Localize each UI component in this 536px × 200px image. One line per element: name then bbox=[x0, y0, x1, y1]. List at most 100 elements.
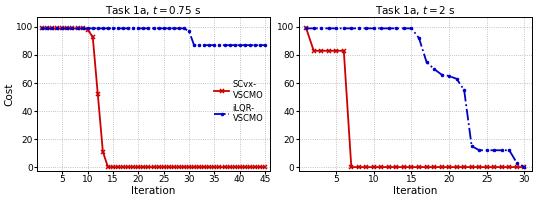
iLQR-
VSCMO bbox=[170, 27, 177, 30]
iLQR-
VSCMO bbox=[140, 27, 147, 30]
iLQR-
VSCMO bbox=[236, 44, 243, 46]
iLQR-
VSCMO bbox=[94, 27, 101, 30]
iLQR-
VSCMO bbox=[252, 44, 258, 46]
iLQR-
VSCMO bbox=[431, 68, 437, 70]
SCvx-
VSCMO bbox=[130, 166, 137, 168]
SCvx-
VSCMO bbox=[216, 166, 222, 168]
iLQR-
VSCMO bbox=[216, 44, 222, 46]
SCvx-
VSCMO bbox=[325, 50, 332, 52]
SCvx-
VSCMO bbox=[145, 166, 152, 168]
SCvx-
VSCMO bbox=[438, 166, 445, 168]
iLQR-
VSCMO bbox=[130, 27, 137, 30]
iLQR-
VSCMO bbox=[150, 27, 157, 30]
iLQR-
VSCMO bbox=[160, 27, 167, 30]
SCvx-
VSCMO bbox=[236, 166, 243, 168]
SCvx-
VSCMO bbox=[69, 27, 76, 30]
X-axis label: Iteration: Iteration bbox=[393, 186, 437, 196]
SCvx-
VSCMO bbox=[513, 166, 520, 168]
iLQR-
VSCMO bbox=[64, 27, 71, 30]
iLQR-
VSCMO bbox=[44, 27, 50, 30]
iLQR-
VSCMO bbox=[49, 27, 55, 30]
iLQR-
VSCMO bbox=[438, 73, 445, 76]
SCvx-
VSCMO bbox=[191, 166, 197, 168]
iLQR-
VSCMO bbox=[408, 27, 415, 30]
SCvx-
VSCMO bbox=[160, 166, 167, 168]
iLQR-
VSCMO bbox=[135, 27, 142, 30]
iLQR-
VSCMO bbox=[446, 75, 452, 77]
SCvx-
VSCMO bbox=[75, 27, 81, 30]
iLQR-
VSCMO bbox=[59, 27, 65, 30]
SCvx-
VSCMO bbox=[340, 50, 347, 52]
Line: SCvx-
VSCMO: SCvx- VSCMO bbox=[40, 26, 267, 170]
SCvx-
VSCMO bbox=[393, 166, 400, 168]
SCvx-
VSCMO bbox=[247, 166, 253, 168]
iLQR-
VSCMO bbox=[363, 27, 370, 30]
SCvx-
VSCMO bbox=[221, 166, 228, 168]
iLQR-
VSCMO bbox=[318, 27, 324, 30]
iLQR-
VSCMO bbox=[340, 27, 347, 30]
SCvx-
VSCMO bbox=[310, 50, 317, 52]
Line: iLQR-
VSCMO: iLQR- VSCMO bbox=[40, 26, 267, 48]
SCvx-
VSCMO bbox=[363, 166, 370, 168]
iLQR-
VSCMO bbox=[125, 27, 131, 30]
SCvx-
VSCMO bbox=[318, 50, 324, 52]
SCvx-
VSCMO bbox=[252, 166, 258, 168]
SCvx-
VSCMO bbox=[431, 166, 437, 168]
SCvx-
VSCMO bbox=[170, 166, 177, 168]
SCvx-
VSCMO bbox=[416, 166, 422, 168]
SCvx-
VSCMO bbox=[401, 166, 407, 168]
iLQR-
VSCMO bbox=[166, 27, 172, 30]
iLQR-
VSCMO bbox=[105, 27, 111, 30]
SCvx-
VSCMO bbox=[423, 166, 430, 168]
SCvx-
VSCMO bbox=[378, 166, 385, 168]
iLQR-
VSCMO bbox=[416, 37, 422, 39]
SCvx-
VSCMO bbox=[115, 166, 121, 168]
SCvx-
VSCMO bbox=[476, 166, 482, 168]
iLQR-
VSCMO bbox=[423, 61, 430, 63]
SCvx-
VSCMO bbox=[355, 166, 362, 168]
SCvx-
VSCMO bbox=[59, 27, 65, 30]
iLQR-
VSCMO bbox=[371, 27, 377, 30]
Y-axis label: Cost: Cost bbox=[4, 83, 14, 106]
SCvx-
VSCMO bbox=[408, 166, 415, 168]
iLQR-
VSCMO bbox=[201, 44, 207, 46]
SCvx-
VSCMO bbox=[333, 50, 339, 52]
iLQR-
VSCMO bbox=[453, 78, 460, 80]
iLQR-
VSCMO bbox=[39, 27, 45, 30]
iLQR-
VSCMO bbox=[181, 27, 187, 30]
iLQR-
VSCMO bbox=[90, 27, 96, 30]
SCvx-
VSCMO bbox=[155, 166, 162, 168]
SCvx-
VSCMO bbox=[226, 166, 233, 168]
SCvx-
VSCMO bbox=[54, 27, 61, 30]
SCvx-
VSCMO bbox=[491, 166, 497, 168]
iLQR-
VSCMO bbox=[498, 149, 505, 151]
iLQR-
VSCMO bbox=[206, 44, 212, 46]
iLQR-
VSCMO bbox=[521, 166, 527, 168]
SCvx-
VSCMO bbox=[85, 29, 91, 31]
SCvx-
VSCMO bbox=[125, 166, 131, 168]
SCvx-
VSCMO bbox=[166, 166, 172, 168]
SCvx-
VSCMO bbox=[140, 166, 147, 168]
iLQR-
VSCMO bbox=[145, 27, 152, 30]
iLQR-
VSCMO bbox=[483, 149, 490, 151]
SCvx-
VSCMO bbox=[461, 166, 467, 168]
iLQR-
VSCMO bbox=[211, 44, 218, 46]
iLQR-
VSCMO bbox=[513, 162, 520, 164]
Line: SCvx-
VSCMO: SCvx- VSCMO bbox=[304, 26, 527, 170]
iLQR-
VSCMO bbox=[476, 149, 482, 151]
SCvx-
VSCMO bbox=[120, 166, 126, 168]
iLQR-
VSCMO bbox=[506, 149, 512, 151]
iLQR-
VSCMO bbox=[85, 27, 91, 30]
SCvx-
VSCMO bbox=[498, 166, 505, 168]
iLQR-
VSCMO bbox=[155, 27, 162, 30]
SCvx-
VSCMO bbox=[64, 27, 71, 30]
Title: Task 1a, $t = 2$ s: Task 1a, $t = 2$ s bbox=[375, 4, 456, 17]
SCvx-
VSCMO bbox=[105, 166, 111, 168]
SCvx-
VSCMO bbox=[196, 166, 203, 168]
iLQR-
VSCMO bbox=[115, 27, 121, 30]
SCvx-
VSCMO bbox=[176, 166, 182, 168]
iLQR-
VSCMO bbox=[100, 27, 106, 30]
iLQR-
VSCMO bbox=[262, 44, 269, 46]
iLQR-
VSCMO bbox=[333, 27, 339, 30]
SCvx-
VSCMO bbox=[181, 166, 187, 168]
